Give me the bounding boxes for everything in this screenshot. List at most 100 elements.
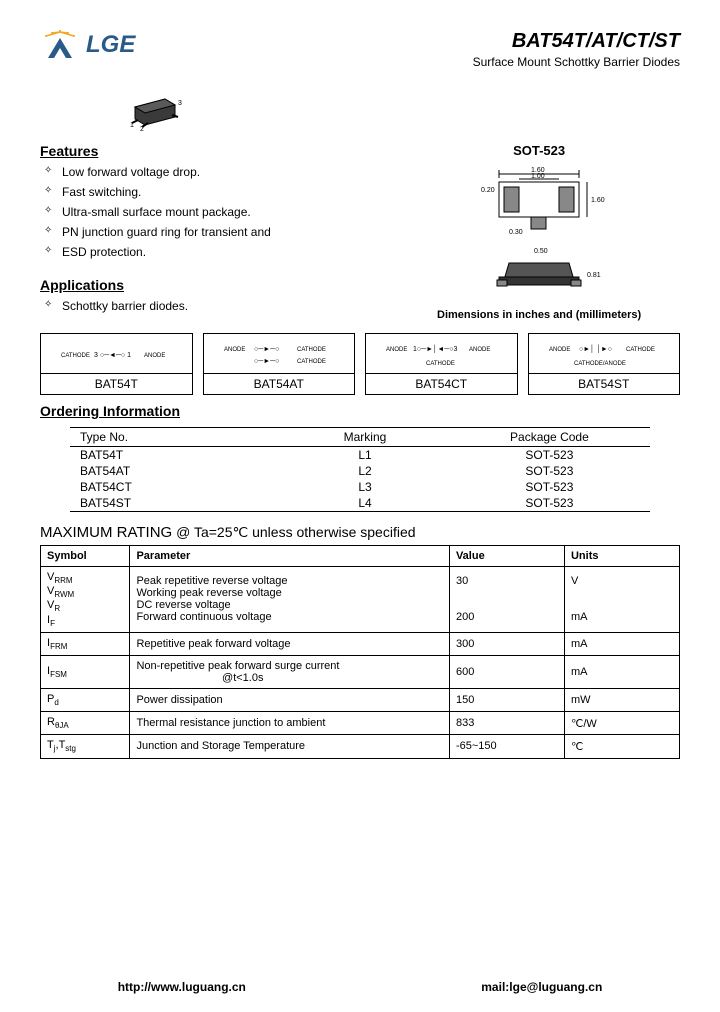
cell-units: VmA [564, 567, 679, 633]
svg-text:CATHODE: CATHODE [426, 361, 455, 367]
max-heading-cond: @ Ta=25℃ unless otherwise specified [172, 524, 415, 540]
col-header: Marking [281, 430, 449, 444]
table-row: IFSM Non-repetitive peak forward surge c… [41, 655, 680, 688]
config-label: BAT54ST [529, 374, 680, 394]
dim-lead-h: 0.20 [481, 187, 495, 194]
svg-text:3 ○─◄─○ 1: 3 ○─◄─○ 1 [94, 352, 131, 359]
max-rating-heading: MAXIMUM RATING @ Ta=25℃ unless otherwise… [40, 524, 680, 541]
svg-text:ANODE: ANODE [469, 347, 490, 353]
list-item: PN junction guard ring for transient and [44, 225, 378, 239]
table-row: Pd Power dissipation 150 mW [41, 688, 680, 711]
config-diagram: CATHODE 3 ○─◄─○ 1 ANODE [41, 334, 192, 374]
svg-text:○►│ │►○: ○►│ │►○ [579, 344, 612, 354]
col-header: Parameter [130, 546, 450, 567]
main-two-col: Features Low forward voltage drop. Fast … [40, 143, 680, 321]
dim-inner: 1.00 [531, 173, 545, 180]
config-cell: CATHODE3 ○─◄─○ 1ANODE BAT54T [40, 333, 193, 395]
svg-text:CATHODE: CATHODE [626, 347, 655, 353]
part-number: BAT54T/AT/CT/ST [473, 30, 680, 53]
brand-text: LGE [86, 31, 135, 59]
config-label: BAT54CT [366, 374, 517, 394]
applications-heading: Applications [40, 277, 378, 293]
cell-parameter: Repetitive peak forward voltage [130, 632, 450, 655]
svg-text:3: 3 [178, 100, 182, 107]
cell-symbol: RθJA [41, 712, 130, 735]
svg-text:ANODE: ANODE [144, 353, 165, 359]
ordering-table: Type No. Marking Package Code BAT54TL1SO… [70, 427, 650, 512]
cell-symbol: VRRMVRWMVRIF [41, 567, 130, 633]
cell-parameter: Power dissipation [130, 688, 450, 711]
svg-text:CATHODE: CATHODE [297, 359, 326, 365]
cell-units: ℃/W [564, 712, 679, 735]
right-column: SOT-523 1.60 1.00 1.60 0.20 0.30 0.50 0.… [398, 143, 680, 321]
cell-parameter: Non-repetitive peak forward surge curren… [130, 655, 450, 688]
dim-side: 0.81 [587, 272, 601, 279]
list-item: Schottky barrier diodes. [44, 299, 378, 313]
package-diagram-top: 1.60 1.00 1.60 0.20 0.30 [449, 162, 629, 242]
list-item: Low forward voltage drop. [44, 165, 378, 179]
package-diagram-side: 0.50 0.81 [449, 245, 629, 300]
table-row: BAT54CTL3SOT-523 [70, 479, 650, 495]
cell-value: -65~150 [449, 735, 564, 758]
features-list: Low forward voltage drop. Fast switching… [40, 165, 378, 259]
cell-value: 600 [449, 655, 564, 688]
max-heading-text: MAXIMUM RATING [40, 524, 172, 541]
table-row: BAT54STL4SOT-523 [70, 495, 650, 512]
table-row: IFRM Repetitive peak forward voltage 300… [41, 632, 680, 655]
config-row: CATHODE3 ○─◄─○ 1ANODE BAT54T ANODE○─►─○C… [40, 333, 680, 395]
list-item: ESD protection. [44, 245, 378, 259]
cell-value: 833 [449, 712, 564, 735]
cell-value: 150 [449, 688, 564, 711]
svg-text:ANODE: ANODE [386, 347, 407, 353]
config-diagram: ANODE1○─►│◄─○3ANODECATHODE [366, 334, 517, 374]
cell-symbol: Tj,Tstg [41, 735, 130, 758]
dim-h: 1.60 [591, 197, 605, 204]
svg-text:○─►─○: ○─►─○ [254, 346, 279, 353]
list-item: Ultra-small surface mount package. [44, 205, 378, 219]
svg-text:○─►─○: ○─►─○ [254, 358, 279, 365]
applications-list: Schottky barrier diodes. [40, 299, 378, 313]
config-cell: ANODE1○─►│◄─○3ANODECATHODE BAT54CT [365, 333, 518, 395]
chip-icon: 12 3 [120, 87, 190, 132]
features-heading: Features [40, 143, 378, 159]
cell-parameter: Peak repetitive reverse voltageWorking p… [130, 567, 450, 633]
package-name: SOT-523 [398, 143, 680, 158]
config-diagram: ANODE ○►│ │►○ CATHODE CATHODE/ANODE [529, 334, 680, 374]
svg-text:ANODE: ANODE [224, 347, 245, 353]
list-item: Fast switching. [44, 185, 378, 199]
table-row: BAT54TL1SOT-523 [70, 447, 650, 463]
table-header: Type No. Marking Package Code [70, 427, 650, 447]
col-header: Package Code [449, 430, 650, 444]
cell-value: 30200 [449, 567, 564, 633]
table-header: Symbol Parameter Value Units [41, 546, 680, 567]
col-header: Value [449, 546, 564, 567]
max-rating-table: Symbol Parameter Value Units VRRMVRWMVRI… [40, 545, 680, 759]
table-row: RθJA Thermal resistance junction to ambi… [41, 712, 680, 735]
col-header: Symbol [41, 546, 130, 567]
svg-text:CATHODE: CATHODE [61, 353, 90, 359]
logo: LGE [40, 30, 135, 60]
ordering-heading: Ordering Information [40, 403, 680, 419]
cell-parameter: Junction and Storage Temperature [130, 735, 450, 758]
logo-icon [40, 30, 80, 60]
footer-mail: mail:lge@luguang.cn [481, 980, 602, 994]
footer-url: http://www.luguang.cn [118, 980, 246, 994]
col-header: Units [564, 546, 679, 567]
svg-text:ANODE: ANODE [549, 347, 570, 353]
title-block: BAT54T/AT/CT/ST Surface Mount Schottky B… [473, 30, 680, 69]
cell-symbol: IFRM [41, 632, 130, 655]
svg-text:CATHODE/ANODE: CATHODE/ANODE [574, 361, 626, 367]
cell-units: mW [564, 688, 679, 711]
dimension-note: Dimensions in inches and (millimeters) [398, 309, 680, 321]
dim-bot: 0.50 [534, 248, 548, 255]
footer: http://www.luguang.cn mail:lge@luguang.c… [0, 980, 720, 994]
svg-text:1: 1 [130, 122, 134, 129]
cell-units: ℃ [564, 735, 679, 758]
cell-units: mA [564, 655, 679, 688]
table-row: BAT54ATL2SOT-523 [70, 463, 650, 479]
header: LGE BAT54T/AT/CT/ST Surface Mount Schott… [40, 30, 680, 69]
svg-text:2: 2 [140, 126, 144, 132]
table-row: Tj,Tstg Junction and Storage Temperature… [41, 735, 680, 758]
svg-text:CATHODE: CATHODE [297, 347, 326, 353]
dim-lead-w: 0.30 [509, 229, 523, 236]
